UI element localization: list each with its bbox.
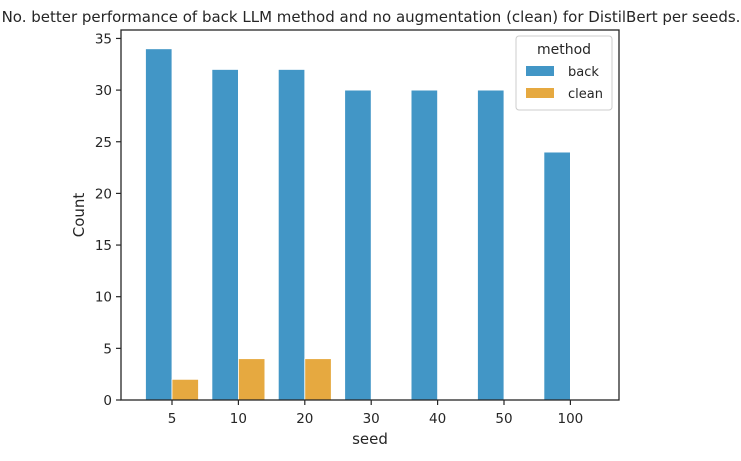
bar-back xyxy=(145,48,173,401)
legend-swatch-back xyxy=(526,66,554,76)
y-tick-label: 15 xyxy=(95,238,112,254)
x-tick-label: 10 xyxy=(230,411,247,427)
bar-back xyxy=(477,89,505,401)
legend-label-back: back xyxy=(568,65,599,80)
plot-frame xyxy=(120,29,620,401)
x-axis-label: seed xyxy=(352,430,388,448)
y-axis-label: Count xyxy=(70,193,88,238)
legend-swatch-clean xyxy=(526,88,554,98)
y-tick-label: 30 xyxy=(95,83,112,99)
x-tick-label: 100 xyxy=(558,411,584,427)
x-tick-label: 5 xyxy=(168,411,177,427)
y-tick-label: 35 xyxy=(95,31,112,47)
x-tick-label: 40 xyxy=(429,411,446,427)
y-tick-label: 10 xyxy=(95,290,112,306)
x-tick-label: 30 xyxy=(363,411,380,427)
plot-area: 0 5 10 15 20 25 30 35 5 10 20 30 40 50 100 xyxy=(95,31,583,427)
bar-back xyxy=(277,69,306,401)
y-tick-label: 0 xyxy=(103,393,112,409)
legend-title: method xyxy=(537,42,591,58)
bar-back xyxy=(410,89,439,401)
y-tick-label: 20 xyxy=(95,186,112,202)
x-tick-label: 20 xyxy=(296,411,313,427)
chart-title: No. better performance of back LLM metho… xyxy=(2,8,741,26)
bar-clean xyxy=(304,358,332,401)
bar-clean xyxy=(237,358,266,401)
x-tick-label: 50 xyxy=(495,411,512,427)
legend: method back clean xyxy=(515,35,613,111)
bar-back xyxy=(344,89,372,401)
bar-back xyxy=(211,69,239,401)
y-tick-label: 5 xyxy=(103,341,112,357)
y-tick-label: 25 xyxy=(95,135,112,151)
legend-label-clean: clean xyxy=(568,87,603,102)
bar-clean xyxy=(171,378,199,401)
bar-back xyxy=(543,151,571,401)
